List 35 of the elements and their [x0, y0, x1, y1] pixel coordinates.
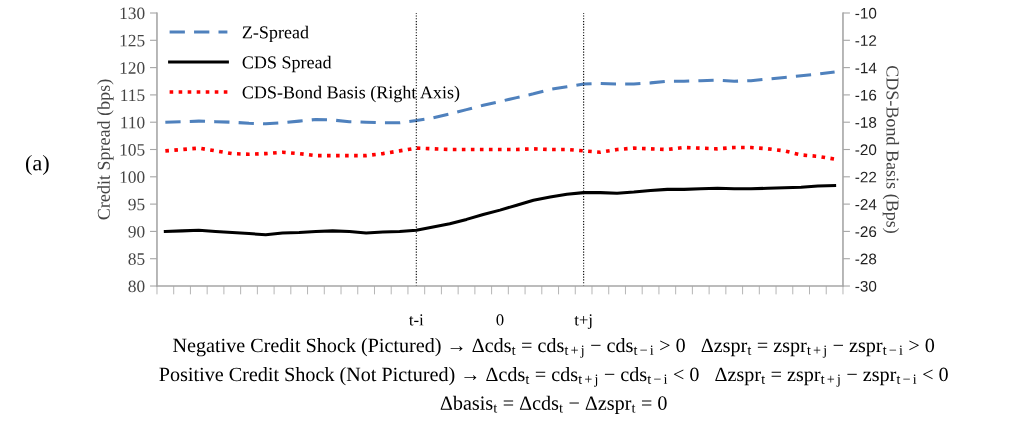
y-axis-title: Credit Spread (bps)	[97, 79, 114, 220]
y2-tick-label: -14	[855, 62, 877, 74]
y-tick-label: 85	[128, 253, 145, 265]
y-tick-label: 80	[128, 280, 145, 293]
y-tick-label: 100	[120, 171, 145, 183]
legend-label: Z-Spread	[242, 25, 309, 43]
y-tick-label: 105	[120, 143, 145, 156]
text: Negative Credit Shock (Pictured) → Δcds$_{t}$ = cds$_{t+j}$ − cds$_{t−i}$ > 0 Δzspr$_{t}$ = zspr$_{t+j}$ − zspr$_{t−i}$ > 0	[173, 338, 935, 358]
y2-tick-label: -22	[855, 171, 877, 183]
y2-axis-title: CDS-Bond Basis (Bps)	[882, 65, 900, 233]
y2-tick-label: -30	[855, 280, 877, 292]
y-tick-label: 95	[128, 198, 145, 211]
y2-tick-label: -20	[855, 144, 877, 156]
text: Δbasis$_{t}$ = Δcds$_{t}$ − Δzspr$_{t}$ = 0	[440, 395, 667, 414]
line-series	[163, 145, 837, 161]
x-tick-label: t-i	[409, 314, 424, 326]
text: (a)	[25, 154, 49, 176]
x-tick-label: t+j	[574, 314, 592, 329]
y-tick-label: 125	[120, 34, 145, 47]
x-tick-label: 0	[496, 314, 504, 326]
y2-tick-label: -24	[855, 198, 877, 210]
y-tick-label: 90	[128, 225, 145, 238]
y-tick-label: 130	[120, 7, 145, 20]
text: Positive Credit Shock (Not Pictured) → Δcds$_{t}$ = cds$_{t+j}$ − cds$_{t−i}$ < 0 Δzspr$_{t}$ = zspr$_{t+j}$ − zspr$_{t−i}$ < 0	[159, 367, 948, 387]
y2-tick-label: -18	[855, 117, 877, 128]
y2-tick-label: -16	[855, 89, 877, 101]
y-tick-label: 110	[121, 116, 145, 129]
y2-tick-label: -26	[855, 226, 877, 238]
y2-tick-label: -28	[855, 253, 877, 265]
y-tick-label: 120	[120, 62, 145, 74]
y2-tick-label: -12	[855, 35, 877, 46]
legend-label: CDS-Bond Basis (Right Axis)	[242, 85, 460, 103]
y-tick-label: 115	[121, 89, 145, 102]
legend-label: CDS Spread	[242, 55, 332, 73]
y2-tick-label: -10	[855, 7, 877, 19]
